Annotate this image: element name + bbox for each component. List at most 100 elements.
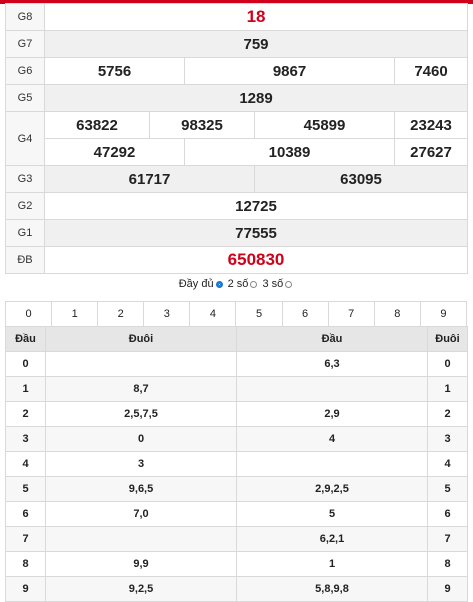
prize-row-g3: G3 61717 63095 — [5, 165, 469, 193]
duoi-cell: 8,7 — [45, 376, 237, 402]
prize-value: 63822 — [44, 111, 150, 139]
digit-filter-1[interactable]: 1 — [51, 301, 99, 327]
dau2-cell: 4 — [236, 426, 428, 452]
radio-icon[interactable] — [250, 280, 258, 288]
prize-value: 45899 — [254, 111, 395, 139]
header-dau: Đầu — [5, 326, 46, 352]
header-dau-2: Đầu — [236, 326, 428, 352]
duoi2-cell: 5 — [427, 476, 468, 502]
prize-value: 23243 — [393, 111, 469, 139]
dau2-cell: 5,8,9,8 — [236, 576, 428, 602]
digit-filter-3[interactable]: 3 — [143, 301, 191, 327]
table-row: 5 9,6,5 2,9,2,5 5 — [5, 476, 468, 502]
option-three-digits-label: 3 số — [262, 278, 284, 290]
special-prize-value: 650830 — [43, 246, 469, 274]
prize-label: G5 — [5, 84, 45, 112]
duoi-cell — [45, 351, 237, 377]
radio-selected-icon[interactable] — [215, 280, 223, 288]
option-full-label: Đầy đủ — [178, 278, 214, 290]
prize-row-g8: G8 18 — [5, 3, 469, 31]
prize-row-db: ĐB 650830 — [5, 246, 469, 274]
duoi-cell: 3 — [45, 451, 237, 477]
option-two-digits[interactable]: 2 số — [228, 278, 260, 290]
dau-cell: 8 — [5, 551, 46, 577]
prize-value: 7460 — [393, 57, 469, 85]
prize-label: G6 — [5, 57, 45, 85]
duoi2-cell: 4 — [427, 451, 468, 477]
digit-filter-8[interactable]: 8 — [373, 301, 421, 327]
prize-label: G8 — [5, 3, 45, 31]
prize-row-g4-b: 47292 10389 27627 — [6, 138, 469, 166]
dau-cell: 7 — [5, 526, 46, 552]
prize-value: 9867 — [184, 57, 395, 85]
duoi-cell — [45, 526, 237, 552]
dau-cell: 9 — [5, 576, 46, 602]
table-row: 7 6,2,1 7 — [5, 526, 468, 552]
digit-filter-2[interactable]: 2 — [97, 301, 145, 327]
prize-label: G2 — [5, 192, 45, 220]
prize-value: 12725 — [43, 192, 469, 220]
duoi2-cell: 1 — [427, 376, 468, 402]
digit-filter-bar: 0 1 2 3 4 5 6 7 8 9 — [4, 301, 468, 327]
duoi-cell: 0 — [45, 426, 237, 452]
digit-filter-5[interactable]: 5 — [235, 301, 283, 327]
option-three-digits[interactable]: 3 số — [262, 278, 294, 290]
duoi2-cell: 0 — [427, 351, 468, 377]
prize-label: G1 — [5, 219, 45, 247]
duoi2-cell: 2 — [427, 401, 468, 427]
table-row: 3 0 4 3 — [5, 426, 468, 452]
dau2-cell: 6,3 — [236, 351, 428, 377]
duoi-cell: 9,9 — [45, 551, 237, 577]
prize-label: G3 — [5, 165, 45, 193]
digit-filter-6[interactable]: 6 — [281, 301, 329, 327]
duoi-cell: 9,6,5 — [45, 476, 237, 502]
table-row: 8 9,9 1 8 — [5, 551, 468, 577]
prize-value: 10389 — [184, 138, 395, 166]
digit-filter-0[interactable]: 0 — [4, 301, 53, 327]
table-row: 9 9,2,5 5,8,9,8 9 — [5, 576, 468, 602]
option-full[interactable]: Đầy đủ — [179, 278, 225, 290]
dau-cell: 6 — [5, 501, 46, 527]
prize-label: G4 — [5, 111, 45, 166]
prize-row-g5: G5 1289 — [5, 84, 469, 112]
digit-filter-9[interactable]: 9 — [419, 301, 468, 327]
duoi-cell: 9,2,5 — [45, 576, 237, 602]
dau2-cell: 1 — [236, 551, 428, 577]
prize-value: 77555 — [43, 219, 469, 247]
dau2-cell: 6,2,1 — [236, 526, 428, 552]
duoi2-cell: 6 — [427, 501, 468, 527]
dau2-cell: 5 — [236, 501, 428, 527]
option-two-digits-label: 2 số — [227, 278, 249, 290]
prize-value: 98325 — [149, 111, 255, 139]
table-row: 6 7,0 5 6 — [5, 501, 468, 527]
dau2-cell — [236, 376, 428, 402]
display-options: Đầy đủ 2 số 3 số — [0, 278, 473, 290]
dau-cell: 3 — [5, 426, 46, 452]
prize-row-g7: G7 759 — [5, 30, 469, 58]
table-row: 4 3 4 — [5, 451, 468, 477]
dau-cell: 4 — [5, 451, 46, 477]
prize-value: 47292 — [44, 138, 185, 166]
radio-icon[interactable] — [285, 280, 293, 288]
table-row: 1 8,7 1 — [5, 376, 468, 402]
prize-value: 27627 — [393, 138, 469, 166]
prize-value: 18 — [43, 3, 469, 31]
digit-filter-4[interactable]: 4 — [189, 301, 237, 327]
loto-table: Đầu Đuôi Đầu Đuôi 0 6,3 0 1 8,7 1 2 2,5,… — [5, 326, 468, 602]
prize-value: 1289 — [43, 84, 469, 112]
prize-row-g6: G6 5756 9867 7460 — [5, 57, 469, 85]
duoi-cell: 2,5,7,5 — [45, 401, 237, 427]
dau-cell: 5 — [5, 476, 46, 502]
dau2-cell: 2,9,2,5 — [236, 476, 428, 502]
duoi2-cell: 7 — [427, 526, 468, 552]
prize-value: 5756 — [44, 57, 185, 85]
header-duoi-2: Đuôi — [427, 326, 468, 352]
dau-cell: 2 — [5, 401, 46, 427]
prize-row-g2: G2 12725 — [5, 192, 469, 220]
digit-filter-7[interactable]: 7 — [327, 301, 375, 327]
dau2-cell — [236, 451, 428, 477]
prize-value: 61717 — [44, 165, 255, 193]
duoi2-cell: 3 — [427, 426, 468, 452]
prize-results-table: G8 18 G7 759 G6 5756 9867 7460 G5 1289 G… — [5, 3, 469, 274]
prize-value: 759 — [43, 30, 469, 58]
